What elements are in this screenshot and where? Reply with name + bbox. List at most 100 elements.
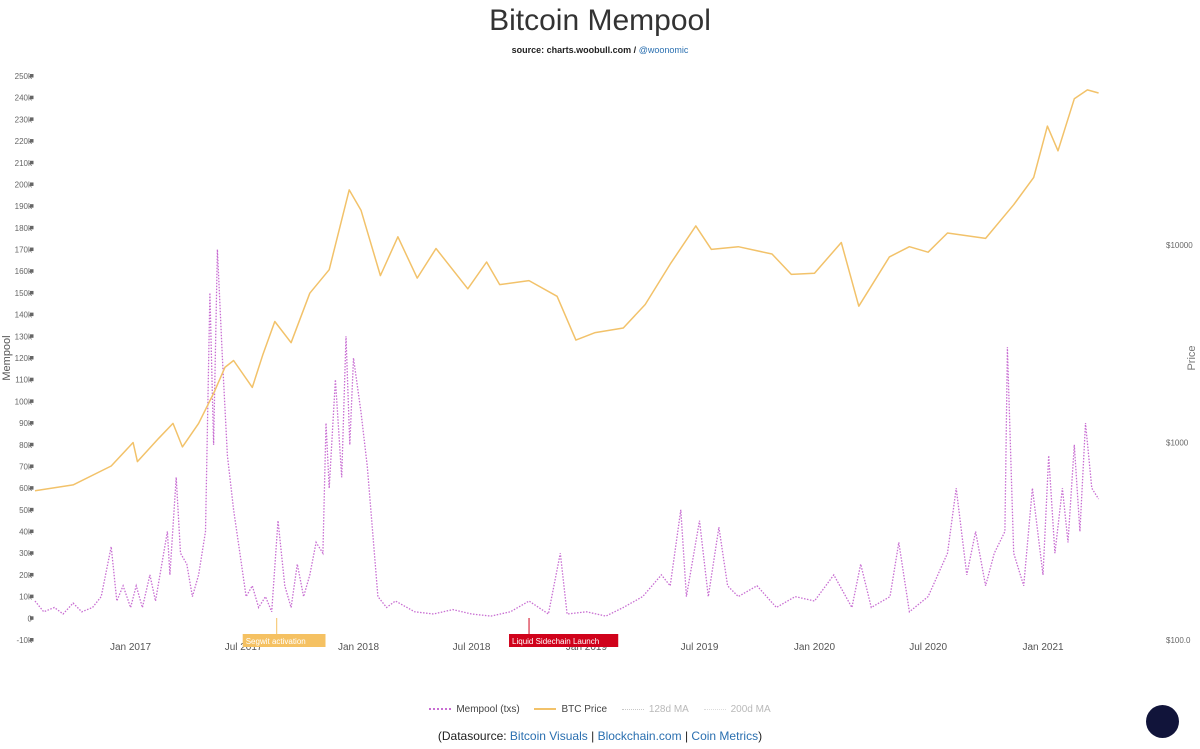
y-left-tick-mark xyxy=(30,486,34,490)
x-tick-label: Jan 2021 xyxy=(1022,642,1064,653)
legend-label-128d: 128d MA xyxy=(648,704,689,715)
chart-plot: -10k010k20k30k40k50k60k70k80k90k100k110k… xyxy=(1,72,1198,653)
y-left-tick-label: 40k xyxy=(19,528,33,537)
y-left-tick-mark xyxy=(30,312,34,317)
link-coin-metrics[interactable]: Coin Metrics xyxy=(691,729,759,743)
y-right-tick-label: $100.0 xyxy=(1166,636,1191,645)
x-tick-label: Jul 2020 xyxy=(909,642,947,653)
mempool-series-line xyxy=(34,249,1100,617)
y-left-tick-mark xyxy=(30,421,34,425)
datasource-close: ) xyxy=(758,729,763,743)
link-bitcoin-visuals[interactable]: Bitcoin Visuals xyxy=(509,729,588,743)
y-left-tick-label: 90k xyxy=(19,419,33,428)
y-right-tick-label: $1000 xyxy=(1166,439,1189,448)
datasource-open: (Datasource: xyxy=(437,729,507,743)
annotation-flag-label: Segwit activation xyxy=(246,637,306,646)
y-right-axis-title: Price xyxy=(1186,345,1198,370)
annotation-flag-box xyxy=(242,634,326,647)
y-left-tick-mark xyxy=(30,117,34,121)
y-left-tick-mark xyxy=(30,182,34,186)
y-left-tick-mark xyxy=(30,334,34,338)
legend-swatch-128d xyxy=(621,709,644,710)
y-left-tick-label: 250k xyxy=(15,72,33,81)
y-left-tick-mark xyxy=(30,377,34,382)
y-left-tick-mark xyxy=(30,638,34,642)
y-left-tick-mark xyxy=(30,247,34,252)
chart-title: Bitcoin Mempool xyxy=(489,4,711,37)
y-left-tick-label: 160k xyxy=(15,267,33,276)
chart-legend: Mempool (txs) BTC Price 128d MA 200d MA xyxy=(0,702,1200,715)
legend-200d-ma[interactable]: 200d MA xyxy=(703,704,771,715)
x-tick-label: Jul 2018 xyxy=(453,642,491,653)
legend-label-price: BTC Price xyxy=(561,703,608,715)
x-tick-label: Jan 2019 xyxy=(566,642,608,653)
y-left-tick-mark xyxy=(30,269,34,273)
x-tick-label: Jan 2020 xyxy=(794,642,836,653)
legend-swatch-200d xyxy=(703,709,726,710)
y-left-tick-mark xyxy=(30,74,34,78)
y-left-tick-label: 210k xyxy=(15,159,33,168)
y-left-tick-label: 150k xyxy=(15,289,33,298)
y-left-tick-label: -10k xyxy=(16,636,33,645)
legend-swatch-price xyxy=(534,708,557,710)
y-left-tick-mark xyxy=(30,356,34,360)
y-left-tick-label: 20k xyxy=(19,571,33,580)
y-left-tick-label: 140k xyxy=(15,311,33,320)
legend-swatch-mempool xyxy=(429,708,452,710)
y-left-tick-label: 70k xyxy=(19,462,33,471)
source-prefix: source: charts.woobull.com / xyxy=(511,45,637,55)
y-left-tick-label: 10k xyxy=(19,593,33,602)
y-left-tick-mark xyxy=(30,95,34,100)
y-left-tick-label: 200k xyxy=(15,180,33,189)
btc-price-series-line xyxy=(34,89,1099,492)
y-left-tick-mark xyxy=(30,616,34,620)
y-left-tick-mark xyxy=(30,399,34,403)
legend-mempool[interactable]: Mempool (txs) xyxy=(429,703,520,715)
legend-label-200d: 200d MA xyxy=(730,704,771,715)
datasource-sep: | xyxy=(684,729,689,743)
y-right-tick-label: $10000 xyxy=(1166,241,1193,250)
y-left-tick-label: 100k xyxy=(15,397,33,406)
y-left-axis-title: Mempool xyxy=(1,335,13,380)
chat-bubble-button[interactable] xyxy=(1146,705,1179,738)
y-left-tick-mark xyxy=(30,529,34,534)
y-left-tick-mark xyxy=(30,160,34,165)
y-left-tick-mark xyxy=(30,464,34,468)
legend-label-mempool: Mempool (txs) xyxy=(456,703,520,715)
y-left-tick-mark xyxy=(30,594,34,599)
y-left-tick-label: 50k xyxy=(19,506,33,515)
y-left-tick-label: 220k xyxy=(15,137,33,146)
legend-btc-price[interactable]: BTC Price xyxy=(534,704,607,715)
annotation-flag-box xyxy=(509,634,619,647)
x-tick-label: Jul 2019 xyxy=(681,642,719,653)
y-left-tick-label: 180k xyxy=(15,224,33,233)
y-left-tick-label: 60k xyxy=(19,484,33,493)
y-left-tick-mark xyxy=(30,572,34,577)
datasource-credit: (Datasource: Bitcoin Visuals | Blockchai… xyxy=(0,729,1200,743)
annotation-flag-label: Liquid Sidechain Launch xyxy=(512,637,599,646)
y-left-tick-mark xyxy=(30,139,34,143)
y-left-tick-label: 230k xyxy=(15,115,33,124)
legend-128d-ma[interactable]: 128d MA xyxy=(621,704,689,715)
y-left-tick-mark xyxy=(30,225,34,230)
y-left-tick-label: 110k xyxy=(15,376,33,385)
y-left-tick-label: 80k xyxy=(19,441,33,450)
y-left-tick-label: 170k xyxy=(15,246,33,255)
y-left-tick-label: 240k xyxy=(15,94,33,103)
y-left-tick-label: 130k xyxy=(15,332,33,341)
y-left-tick-label: 30k xyxy=(19,549,33,558)
y-left-tick-mark xyxy=(30,507,34,512)
x-tick-label: Jan 2017 xyxy=(110,642,152,653)
link-blockchain-com[interactable]: Blockchain.com xyxy=(597,729,682,743)
y-left-tick-label: 120k xyxy=(15,354,33,363)
y-left-tick-mark xyxy=(30,290,34,295)
y-left-tick-label: 190k xyxy=(15,202,33,211)
source-handle-link[interactable]: @woonomic xyxy=(638,45,689,55)
x-tick-label: Jul 2017 xyxy=(225,642,263,653)
y-left-tick-mark xyxy=(30,551,34,555)
chart-source: source: charts.woobull.com / @woonomic xyxy=(0,45,1200,55)
y-left-tick-mark xyxy=(30,204,34,208)
y-left-tick-mark xyxy=(30,442,34,447)
x-tick-label: Jan 2018 xyxy=(338,642,380,653)
datasource-sep: | xyxy=(591,729,595,743)
